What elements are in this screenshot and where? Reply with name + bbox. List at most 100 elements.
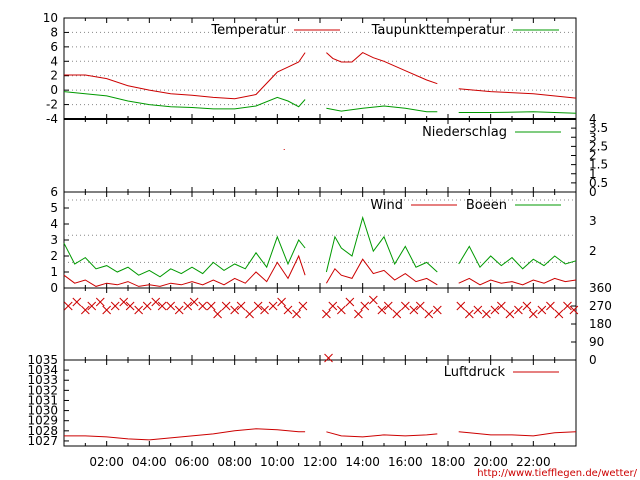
temp-y-tick-label: -4 xyxy=(46,112,58,126)
dir-y-tick-label: 180 xyxy=(589,317,612,331)
wind-direction-marker xyxy=(221,301,231,311)
precip-y-tick-label: 2 xyxy=(589,149,597,163)
legend-temperatur-label: Temperatur xyxy=(210,23,286,38)
boeen-line xyxy=(458,245,577,270)
wind-direction-marker xyxy=(277,297,286,307)
time-tick-label: 18:00 xyxy=(431,455,466,469)
precip-y-tick-label: 0 xyxy=(589,185,597,199)
wind-direction-marker xyxy=(456,301,466,311)
outer-frame xyxy=(63,17,577,447)
wind-direction-marker xyxy=(528,309,538,319)
press-y-tick-label: 1028 xyxy=(27,424,58,438)
wind-direction-marker xyxy=(189,297,199,307)
wind-line xyxy=(63,254,306,287)
press-y-tick-label: 1030 xyxy=(27,404,58,418)
precip-y-tick-label: 1.5 xyxy=(589,158,608,172)
temp-y-tick-label: 0 xyxy=(50,83,58,97)
wind-panel: 6 5 4 3 2 1 0 3 2 xyxy=(50,185,596,295)
time-tick-label: 08:00 xyxy=(217,455,252,469)
wind-direction-marker xyxy=(253,301,263,311)
time-tick-label: 20:00 xyxy=(473,455,508,469)
wind-y-tick-label: 1 xyxy=(50,265,58,279)
wind-y-tick-label: 4 xyxy=(50,217,58,231)
time-tick-label: 12:00 xyxy=(303,455,338,469)
legend-luftdruck-label: Luftdruck xyxy=(444,365,506,380)
wind-line xyxy=(458,277,577,286)
dir-y-tick-label: 270 xyxy=(589,299,612,313)
temp-y-tick-label: 6 xyxy=(50,40,58,54)
wind-direction-marker xyxy=(260,305,269,315)
press-y-tick-label: 1034 xyxy=(27,363,58,377)
temp-y-tick-label: 4 xyxy=(50,54,58,68)
luftdruck-line xyxy=(326,431,438,438)
wind-y-tick-label: 2 xyxy=(50,249,58,263)
temp-y-tick-label: 10 xyxy=(43,11,58,25)
wind-direction-marker xyxy=(360,301,370,311)
wind-bft-label: 3 xyxy=(589,214,597,228)
wind-direction-marker xyxy=(213,309,222,319)
wind-direction-marker xyxy=(268,301,278,311)
wind-direction-marker xyxy=(522,301,532,311)
wind-line xyxy=(325,258,438,286)
wind-direction-marker xyxy=(80,305,90,315)
precip-y-tick-label: 1 xyxy=(589,167,597,181)
wind-direction-marker xyxy=(322,309,331,319)
wind-direction-marker xyxy=(174,305,184,315)
press-y-tick-label: 1029 xyxy=(27,414,58,428)
time-tick-label: 10:00 xyxy=(260,455,295,469)
temp-y-tick-label: 8 xyxy=(50,25,58,39)
wind-direction-marker xyxy=(198,301,208,311)
wind-direction-marker xyxy=(400,301,410,311)
wind-direction-marker xyxy=(134,305,144,315)
legend-wind-label: Wind xyxy=(370,198,403,213)
wind-direction-marker xyxy=(151,297,161,307)
source-credit-link[interactable]: http://www.tiefflegen.de/wetter/ xyxy=(477,468,637,479)
wind-direction-marker xyxy=(166,301,176,311)
boeen-line xyxy=(325,215,438,273)
wind-direction-marker xyxy=(383,301,393,311)
precip-y-tick-label: 3 xyxy=(589,130,597,144)
dir-y-tick-label: 0 xyxy=(589,353,597,367)
wind-direction-marker xyxy=(537,305,547,315)
wind-direction-marker xyxy=(119,297,129,307)
precipitation-panel: 43.532.521.510.50 xyxy=(283,112,608,199)
wind-direction-marker xyxy=(415,301,425,311)
wind-direction-marker xyxy=(368,295,378,305)
taupunkt-line xyxy=(63,91,306,110)
wind-direction-marker xyxy=(72,297,82,307)
legend-taupunkt-label: Taupunkttemperatur xyxy=(371,23,506,38)
time-tick-label: 22:00 xyxy=(516,455,551,469)
legend-boeen-label: Boeen xyxy=(466,198,507,213)
wind-direction-marker xyxy=(392,309,402,319)
time-tick-label: 04:00 xyxy=(132,455,167,469)
temperatur-line xyxy=(326,52,438,85)
wind-direction-marker xyxy=(482,309,491,319)
wind-direction-marker xyxy=(336,305,346,315)
precip-y-tick-label: 0.5 xyxy=(589,176,608,190)
boeen-line xyxy=(63,235,306,278)
wind-direction-marker xyxy=(157,301,167,311)
wind-direction-marker xyxy=(377,305,387,315)
press-y-tick-label: 1027 xyxy=(27,434,58,448)
luftdruck-line xyxy=(458,431,577,437)
wind-direction-marker xyxy=(292,309,301,319)
dir-y-tick-label: 90 xyxy=(589,335,604,349)
wind-direction-marker xyxy=(563,301,572,311)
wind-direction-marker xyxy=(473,305,483,315)
temperatur-line xyxy=(64,52,306,100)
wind-direction-marker xyxy=(424,309,434,319)
dir-y-tick-label: 360 xyxy=(589,281,612,295)
time-tick-label: 14:00 xyxy=(345,455,380,469)
wind-direction-marker xyxy=(95,297,105,307)
wind-direction-marker xyxy=(490,305,500,315)
precip-y-tick-label: 4 xyxy=(589,112,597,126)
wind-direction-marker xyxy=(245,309,254,319)
taupunkt-line xyxy=(326,105,438,113)
press-y-tick-label: 1031 xyxy=(27,393,58,407)
wind-direction-marker xyxy=(324,353,333,363)
wind-direction-marker xyxy=(354,309,363,319)
time-tick-label: 02:00 xyxy=(89,455,124,469)
wind-bft-label: 2 xyxy=(589,244,597,258)
wind-direction-marker xyxy=(345,297,355,307)
